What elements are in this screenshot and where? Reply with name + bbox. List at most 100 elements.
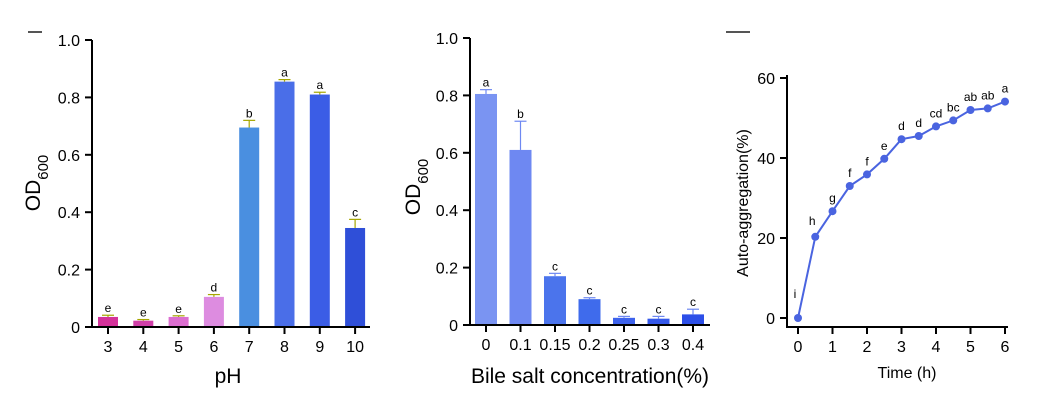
data-point <box>966 106 975 114</box>
data-point <box>932 122 940 131</box>
data-point <box>949 116 958 125</box>
x-tick-label: 0.1 <box>509 337 531 354</box>
x-tick-label: 0.3 <box>647 337 669 354</box>
ph-x-ticks: 3 4 5 6 7 8 9 10 <box>104 327 364 356</box>
bile-salt-bar-chart: a b c c c c c 0 0.2 0.4 0.6 0.8 1.0 0 0.1 0.15 0.2 0.25… <box>402 31 710 388</box>
x-tick-label: 1 <box>828 339 837 356</box>
x-tick-label: 0.15 <box>539 337 570 354</box>
bar <box>475 93 497 325</box>
agg-points <box>794 97 1009 322</box>
bile-x-ticks: 0 0.1 0.15 0.2 0.25 0.3 0.4 <box>482 325 704 354</box>
bile-x-axis-title: Bile salt concentration(%) <box>471 365 709 388</box>
y-tick-label: 0.6 <box>436 146 458 163</box>
data-point <box>897 135 906 144</box>
bar <box>647 318 670 325</box>
y-tick-label: 0 <box>449 318 458 335</box>
y-tick-label: 0 <box>71 320 80 337</box>
significance-letter: c <box>690 295 696 309</box>
y-tick-label: 1.0 <box>436 31 458 48</box>
bar <box>345 227 366 327</box>
bar <box>509 149 532 325</box>
x-tick-label: 0 <box>794 339 803 356</box>
significance-letter: b <box>517 107 524 121</box>
significance-letter: d <box>898 119 905 133</box>
significance-letter: h <box>809 214 816 228</box>
bar <box>682 314 704 325</box>
y-tick-label: 0.8 <box>58 90 80 107</box>
x-tick-label: 4 <box>932 339 941 356</box>
bar <box>274 81 295 328</box>
x-tick-label: 0.2 <box>578 337 600 354</box>
y-tick-label: 0.2 <box>436 261 458 278</box>
bile-error-bars <box>480 89 699 319</box>
x-tick-label: 3 <box>897 339 906 356</box>
significance-letter: f <box>865 154 869 168</box>
significance-letter: cd <box>930 106 943 120</box>
significance-letter: i <box>794 287 797 301</box>
significance-letter: e <box>140 306 147 320</box>
x-tick-label: 5 <box>966 339 975 356</box>
bar <box>578 299 601 325</box>
significance-letter: c <box>552 259 558 273</box>
data-point <box>1001 97 1009 106</box>
significance-letter: c <box>587 284 593 298</box>
x-tick-label: 10 <box>346 339 364 356</box>
x-tick-label: 3 <box>104 339 113 356</box>
ph-significance-letters: e e e d b a a c <box>105 66 358 320</box>
data-point <box>914 132 923 140</box>
significance-letter: d <box>915 116 922 130</box>
agg-x-ticks: 0 1 2 3 4 5 6 <box>794 327 1010 356</box>
y-tick-label: 60 <box>757 71 775 88</box>
significance-letter: a <box>316 78 323 92</box>
x-tick-label: 4 <box>139 339 148 356</box>
agg-x-axis-title: Time (h) <box>878 365 937 382</box>
significance-letter: ab <box>964 90 978 104</box>
bar <box>133 320 154 327</box>
x-tick-label: 0.25 <box>608 337 639 354</box>
agg-y-ticks: 0 20 40 60 <box>757 71 787 328</box>
significance-letter: g <box>829 191 836 205</box>
y-tick-label: 20 <box>757 231 775 248</box>
x-tick-label: 7 <box>245 339 254 356</box>
ph-error-bars <box>102 79 362 321</box>
significance-letter: e <box>881 139 888 153</box>
ph-y-axis-title: OD600 <box>22 155 52 212</box>
y-tick-label: 40 <box>757 151 775 168</box>
x-tick-label: 9 <box>315 339 324 356</box>
bile-bars <box>475 93 704 325</box>
data-point <box>828 207 837 216</box>
bar <box>239 127 260 327</box>
ph-x-axis-title: pH <box>215 365 242 388</box>
ph-bars <box>98 81 366 328</box>
significance-letter: a <box>281 66 288 80</box>
bar <box>613 317 635 325</box>
significance-letter: c <box>352 205 358 219</box>
significance-letter: bc <box>947 100 960 114</box>
bar <box>168 316 189 327</box>
data-point <box>880 154 889 163</box>
significance-letter: a <box>1002 82 1009 96</box>
data-point <box>794 314 802 322</box>
data-point <box>983 104 992 113</box>
bar <box>98 316 118 327</box>
ph-y-ticks: 0 0.2 0.4 0.6 0.8 1.0 <box>58 33 92 337</box>
x-tick-label: 6 <box>209 339 218 356</box>
y-tick-label: 0.6 <box>58 148 80 165</box>
bar <box>203 296 224 327</box>
significance-letter: e <box>175 302 182 316</box>
y-tick-label: 0.4 <box>436 203 458 220</box>
x-tick-label: 2 <box>863 339 872 356</box>
x-tick-label: 0.4 <box>682 337 704 354</box>
bile-y-ticks: 0 0.2 0.4 0.6 0.8 1.0 <box>436 31 470 335</box>
y-tick-label: 0.8 <box>436 88 458 105</box>
significance-letter: e <box>105 301 112 315</box>
y-tick-label: 1.0 <box>58 33 80 50</box>
significance-letter: d <box>211 281 218 295</box>
y-tick-label: 0.2 <box>58 263 80 280</box>
data-point <box>845 182 854 190</box>
significance-letter: c <box>656 302 662 316</box>
x-tick-label: 8 <box>280 339 289 356</box>
